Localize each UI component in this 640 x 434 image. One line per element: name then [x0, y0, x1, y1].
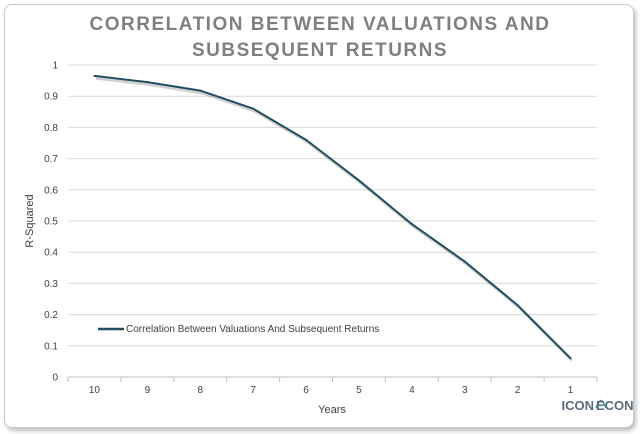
y-tick-label: 0.7: [44, 154, 58, 165]
series-group: [93, 74, 573, 362]
x-tick-label: 6: [303, 385, 309, 396]
data-point: [410, 223, 413, 226]
chart-frame: [4, 4, 634, 428]
data-point: [93, 74, 96, 77]
y-tick-label: 0.6: [44, 185, 58, 196]
x-tick-label: 9: [145, 385, 151, 396]
series-line: [94, 74, 572, 359]
x-tick-label: 4: [409, 385, 415, 396]
x-tick-label: 8: [197, 385, 203, 396]
gridlines: [68, 64, 597, 347]
data-point: [146, 81, 149, 84]
y-tick-label: 0.5: [44, 217, 58, 228]
y-tick-label: 0.1: [44, 341, 58, 352]
x-axis-label: Years: [318, 404, 346, 416]
chart-title-line-2: SUBSEQUENT RETURNS: [192, 40, 448, 61]
y-tick-label: 0.9: [44, 92, 58, 103]
logo-text-right: ECON: [596, 398, 634, 413]
y-tick-label: 0.8: [44, 123, 58, 134]
x-tick-label: 10: [89, 385, 101, 396]
series-line-shadow: [95, 77, 573, 362]
x-tick-label: 7: [250, 385, 256, 396]
data-point: [357, 179, 360, 182]
y-tick-label: 0.3: [44, 279, 58, 290]
x-tick-label: 3: [462, 385, 468, 396]
y-tick-label: 1: [52, 61, 58, 72]
y-axis-ticks: 0 0.1 0.2 0.3 0.4 0.5 0.6 0.7 0.8 0.9 1: [44, 61, 58, 384]
y-tick-label: 0: [52, 373, 58, 384]
logo-wave-icon: [595, 399, 607, 409]
x-tick-label: 5: [356, 385, 362, 396]
x-axis-ticks: 10 9 8 7 6 5 4 3 2 1: [67, 377, 598, 396]
data-point: [516, 304, 519, 307]
y-axis-label: R-Squared: [24, 194, 36, 247]
data-point: [463, 260, 466, 263]
logo-text-left: ICON: [562, 398, 595, 413]
y-tick-label: 0.4: [44, 248, 58, 259]
data-point: [252, 107, 255, 110]
y-tick-label: 0.2: [44, 310, 58, 321]
chart-title-line-1: CORRELATION BETWEEN VALUATIONS AND: [90, 14, 551, 35]
data-point: [305, 138, 308, 141]
legend-label: Correlation Between Valuations And Subse…: [126, 324, 379, 335]
x-tick-label: 1: [568, 385, 574, 396]
logo: ICON ECON: [562, 398, 634, 413]
data-point: [569, 357, 572, 360]
legend: Correlation Between Valuations And Subse…: [98, 324, 379, 335]
x-tick-label: 2: [515, 385, 521, 396]
data-point: [199, 89, 202, 92]
